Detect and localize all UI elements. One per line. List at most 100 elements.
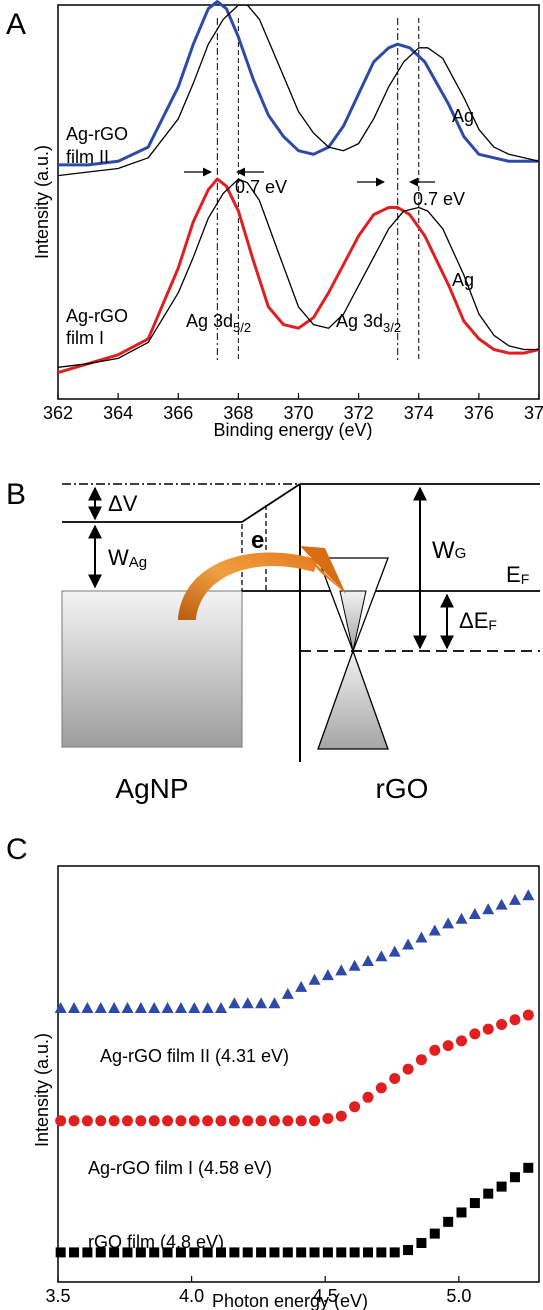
panel-c-point-circle: [415, 1054, 427, 1066]
panel-c-point-circle: [482, 1023, 494, 1035]
panel-c-point-circle: [135, 1115, 147, 1127]
panel-a-tick-label: 370: [283, 403, 313, 423]
panel-c-point-square: [523, 1162, 534, 1173]
panel-c-point-circle: [188, 1115, 200, 1127]
panel-c-point-triangle: [281, 987, 294, 999]
panel-c-legend-film2: Ag-rGO film II (4.31 eV): [100, 1046, 289, 1066]
panel-c-point-square: [82, 1247, 93, 1258]
panel-c-point-triangle: [455, 912, 468, 924]
panel-a-label-film1-line2: film I: [66, 328, 104, 348]
dirac-cone-filled-tip: [339, 590, 367, 652]
panel-c-point-triangle: [241, 997, 254, 1009]
panel-c-legend-rgo: rGO film (4.8 eV): [88, 1232, 224, 1252]
panel-c-point-square: [483, 1188, 494, 1199]
panel-c-point-triangle: [495, 898, 508, 910]
panel-c-point-triangle: [268, 997, 281, 1009]
panel-a-peak-32-base: Ag 3d: [336, 311, 383, 331]
panel-a-x-axis: 362 364 366 368 370 372 374 376 378: [43, 393, 543, 423]
panel-c-point-triangle: [468, 908, 481, 919]
panel-c-point-triangle: [361, 955, 374, 966]
panel-c-point-square: [256, 1247, 267, 1258]
panel-c-point-circle: [202, 1115, 214, 1127]
panel-c-point-circle: [335, 1110, 347, 1122]
panel-a-peak-52-sub: 5/2: [233, 320, 251, 335]
panel-c-point-triangle: [482, 903, 495, 915]
panel-c-point-circle: [349, 1101, 361, 1113]
panel-c-point-circle: [322, 1112, 334, 1124]
panel-c-point-triangle: [68, 1002, 81, 1013]
panel-c-point-circle: [282, 1115, 294, 1127]
electron-transfer-arrow-head: [304, 552, 346, 594]
panel-c-point-circle: [148, 1115, 160, 1127]
panel-a-tick-label: 372: [344, 403, 374, 423]
panel-c-point-square: [429, 1228, 440, 1239]
panel-c-point-circle: [55, 1115, 67, 1127]
panel-c-x-axis: 3.5 4.0 4.5 5.0: [45, 1276, 471, 1306]
fermi-sub: F: [521, 571, 530, 587]
panel-c-point-square: [229, 1247, 240, 1258]
panel-c-point-square: [55, 1247, 66, 1258]
panel-a-peak-32-sub: 3/2: [383, 320, 401, 335]
panel-c-point-circle: [375, 1082, 387, 1094]
agnp-label: AgNP: [115, 773, 188, 804]
panel-c-point-square: [403, 1245, 414, 1256]
panel-c-point-square: [469, 1198, 480, 1209]
panel-c-point-square: [443, 1216, 454, 1227]
panel-c-point-square: [349, 1247, 360, 1258]
delta-ef-main: ΔE: [459, 608, 488, 633]
panel-c-point-triangle: [188, 1002, 201, 1013]
panel-a-label-ag-lower: Ag: [452, 270, 474, 290]
fermi-main: E: [506, 562, 521, 587]
panel-c-point-square: [269, 1247, 280, 1258]
agnp-metal-block: [61, 590, 243, 748]
panel-c-point-triangle: [508, 893, 521, 905]
panel-c-point-circle: [162, 1115, 174, 1127]
panel-c-point-triangle: [148, 1002, 161, 1013]
panel-b: B ΔV WAg WG EF ΔEF e AgNP rGO: [6, 478, 540, 804]
panel-c-point-square: [389, 1247, 400, 1258]
panel-c-point-square: [109, 1247, 120, 1258]
panel-c-point-triangle: [388, 945, 401, 957]
panel-c-point-square: [149, 1247, 160, 1258]
panel-c-point-square: [202, 1247, 213, 1258]
panel-c-point-triangle: [375, 950, 388, 962]
panel-c-point-triangle: [348, 959, 361, 971]
panel-c-point-triangle: [308, 973, 321, 985]
panel-a-ylabel: Intensity (a.u.): [32, 145, 52, 259]
panel-c-point-square: [296, 1247, 307, 1258]
panel-a-shift-label-right: 0.7 eV: [413, 189, 465, 209]
panel-a-peak-32-label: Ag 3d3/2: [336, 311, 401, 335]
rgo-label: rGO: [376, 773, 429, 804]
panel-c-point-triangle: [295, 980, 308, 992]
panel-a-frame: [57, 4, 540, 400]
panel-a-series-line-2: [57, 177, 540, 375]
panel-c-letter: C: [6, 833, 28, 866]
panel-c-point-circle: [469, 1028, 481, 1040]
panel-c-point-circle: [402, 1063, 414, 1075]
panel-a-peak-52-base: Ag 3d: [186, 311, 233, 331]
panel-c-point-square: [456, 1207, 467, 1218]
panel-a-shift-label-left: 0.7 eV: [235, 177, 287, 197]
panel-a-label-ag-upper: Ag: [452, 106, 474, 126]
panel-a-tick-label: 366: [163, 403, 193, 423]
panel-c-point-triangle: [402, 938, 415, 950]
panel-c-point-triangle: [415, 931, 428, 943]
panel-c-point-circle: [496, 1018, 508, 1030]
delta-ef-label: ΔEF: [459, 608, 497, 633]
panel-c-point-triangle: [522, 889, 535, 901]
w-ag-main: W: [108, 545, 129, 570]
panel-a-tick-label: 362: [43, 403, 73, 423]
electron-transfer-arrow-body: [178, 552, 318, 620]
panel-c-point-triangle: [335, 964, 348, 976]
panel-c-point-circle: [81, 1115, 93, 1127]
w-g-label: WG: [432, 537, 466, 564]
panel-c-ylabel: Intensity (a.u.): [32, 1033, 52, 1147]
fermi-label: EF: [506, 562, 529, 587]
panel-c-point-circle: [442, 1040, 454, 1052]
panel-c-point-circle: [175, 1115, 187, 1127]
w-g-sub: G: [455, 545, 467, 562]
panel-c-point-square: [216, 1247, 227, 1258]
panel-a-label-film1-line1: Ag-rGO: [66, 306, 128, 326]
panel-c-legend-film1: Ag-rGO film I (4.58 eV): [88, 1158, 272, 1178]
panel-c-point-triangle: [81, 1002, 94, 1013]
